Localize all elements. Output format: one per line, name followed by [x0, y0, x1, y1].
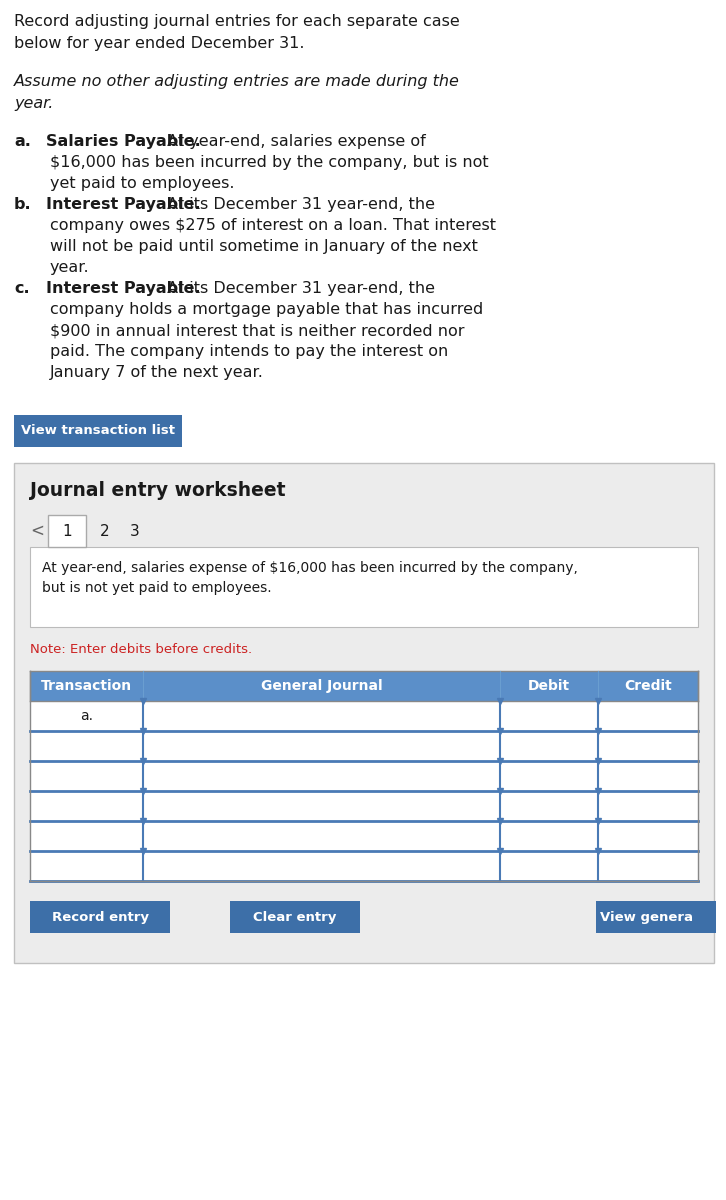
Text: a.: a. [80, 709, 93, 722]
Bar [14, 415, 182, 446]
Text: January 7 of the next year.: January 7 of the next year. [50, 365, 264, 380]
Bar [30, 821, 698, 851]
Bar [230, 901, 360, 934]
Text: below for year ended December 31.: below for year ended December 31. [14, 36, 304, 50]
Text: At year-end, salaries expense of: At year-end, salaries expense of [163, 134, 426, 149]
Text: company holds a mortgage payable that has incurred: company holds a mortgage payable that ha… [50, 302, 484, 317]
Text: Salaries Payable.: Salaries Payable. [46, 134, 201, 149]
Text: b.: b. [14, 197, 32, 212]
Text: 1: 1 [62, 523, 72, 539]
Text: yet paid to employees.: yet paid to employees. [50, 176, 234, 191]
Bar [596, 901, 716, 934]
Text: Journal entry worksheet: Journal entry worksheet [30, 481, 285, 500]
Text: Note: Enter debits before credits.: Note: Enter debits before credits. [30, 643, 252, 656]
Text: Transaction: Transaction [41, 679, 132, 692]
Text: General Journal: General Journal [261, 679, 383, 692]
Text: Interest Payable.: Interest Payable. [46, 197, 200, 212]
Text: $900 in annual interest that is neither recorded nor: $900 in annual interest that is neither … [50, 323, 465, 338]
Text: Record entry: Record entry [52, 911, 149, 924]
Text: <: < [30, 522, 44, 540]
Text: View transaction list: View transaction list [21, 425, 175, 438]
Text: company owes $275 of interest on a loan. That interest: company owes $275 of interest on a loan.… [50, 218, 496, 233]
Bar [48, 515, 86, 547]
Text: will not be paid until sometime in January of the next: will not be paid until sometime in Janua… [50, 239, 478, 254]
Text: Clear entry: Clear entry [253, 911, 337, 924]
Text: At year-end, salaries expense of $16,000 has been incurred by the company,: At year-end, salaries expense of $16,000… [42, 560, 578, 575]
Text: a.: a. [14, 134, 31, 149]
Text: Interest Payable.: Interest Payable. [46, 281, 200, 296]
Bar [500, 671, 598, 701]
Bar [30, 701, 698, 731]
Text: Assume no other adjusting entries are made during the: Assume no other adjusting entries are ma… [14, 74, 460, 89]
Text: 2: 2 [100, 523, 110, 539]
Text: Record adjusting journal entries for each separate case: Record adjusting journal entries for eac… [14, 14, 460, 29]
Text: At its December 31 year-end, the: At its December 31 year-end, the [163, 197, 436, 212]
Bar [30, 547, 698, 626]
Text: Debit: Debit [528, 679, 570, 692]
Bar [14, 463, 714, 962]
Bar [30, 761, 698, 791]
Bar [598, 671, 698, 701]
Bar [30, 901, 170, 934]
Text: 3: 3 [130, 523, 139, 539]
Bar [30, 791, 698, 821]
Text: year.: year. [50, 260, 89, 275]
Text: Credit: Credit [624, 679, 672, 692]
Text: c.: c. [14, 281, 30, 296]
Text: paid. The company intends to pay the interest on: paid. The company intends to pay the int… [50, 344, 448, 359]
Bar [143, 671, 500, 701]
Text: year.: year. [14, 96, 54, 110]
Bar [30, 851, 698, 881]
Bar [30, 731, 698, 761]
Text: At its December 31 year-end, the: At its December 31 year-end, the [163, 281, 436, 296]
Text: but is not yet paid to employees.: but is not yet paid to employees. [42, 581, 272, 595]
Text: View genera: View genera [600, 911, 693, 924]
Text: $16,000 has been incurred by the company, but is not: $16,000 has been incurred by the company… [50, 155, 489, 170]
Bar [30, 671, 143, 701]
